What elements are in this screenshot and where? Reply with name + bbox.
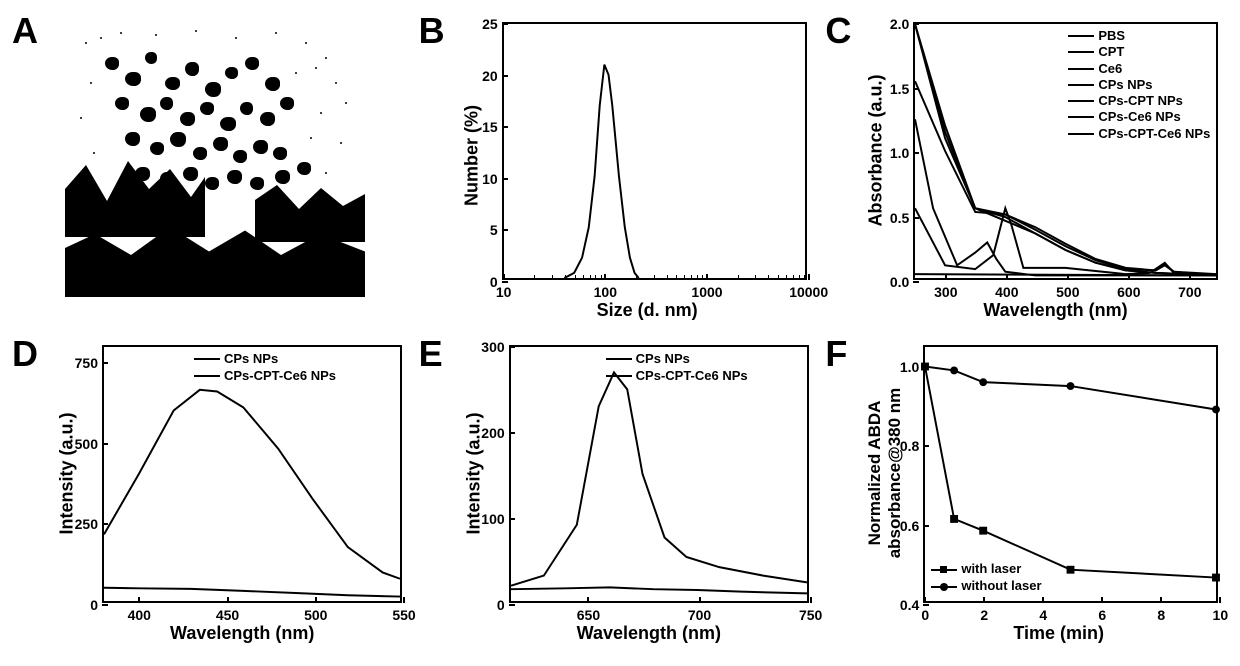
panel-c-ylabel: Absorbance (a.u.) (866, 66, 887, 236)
legend-label: CPs NPs (1098, 77, 1152, 93)
panel-e-curves (511, 347, 807, 601)
panel-d-curves (104, 347, 400, 601)
legend-label: CPs-Ce6 NPs (1098, 109, 1180, 125)
panel-e-legend: CPs NPsCPs-CPT-Ce6 NPs (606, 351, 748, 385)
panel-b: B Number (%) 101001000100000510152025 Si… (417, 10, 824, 333)
panel-b-plot: 101001000100000510152025 (502, 22, 807, 280)
legend-label: with laser (961, 561, 1021, 578)
panel-f-ylabel2: absorbance@380 nm (885, 383, 905, 563)
panel-f-xlabel: Time (min) (1013, 623, 1104, 644)
figure-grid: A (10, 10, 1230, 656)
panel-a-label: A (12, 10, 38, 52)
legend-label: CPs NPs (224, 351, 278, 368)
legend-label: Ce6 (1098, 61, 1122, 77)
legend-label: CPs-CPT-Ce6 NPs (1098, 126, 1210, 142)
panel-d-legend: CPs NPsCPs-CPT-Ce6 NPs (194, 351, 336, 385)
tem-micrograph (65, 22, 365, 297)
legend-label: CPs-CPT-Ce6 NPs (224, 368, 336, 385)
panel-f-label: F (825, 333, 847, 375)
panel-f-legend: with laserwithout laser (931, 561, 1041, 595)
panel-f-plot: with laserwithout laser 02468100.40.60.8… (923, 345, 1218, 603)
panel-b-xlabel: Size (d. nm) (597, 300, 698, 321)
panel-a: A (10, 10, 417, 333)
panel-e-plot: CPs NPsCPs-CPT-Ce6 NPs 65070075001002003… (509, 345, 809, 603)
panel-d: D Intensity (a.u.) CPs NPsCPs-CPT-Ce6 NP… (10, 333, 417, 656)
legend-label: PBS (1098, 28, 1125, 44)
panel-e-label: E (419, 333, 443, 375)
legend-label: CPs NPs (636, 351, 690, 368)
panel-e-xlabel: Wavelength (nm) (577, 623, 721, 644)
legend-label: CPT (1098, 44, 1124, 60)
legend-label: CPs-CPT NPs (1098, 93, 1183, 109)
panel-c: C Absorbance (a.u.) PBSCPTCe6CPs NPsCPs-… (823, 10, 1230, 333)
panel-d-xlabel: Wavelength (nm) (170, 623, 314, 644)
panel-c-plot: PBSCPTCe6CPs NPsCPs-CPT NPsCPs-Ce6 NPsCP… (913, 22, 1218, 280)
panel-d-label: D (12, 333, 38, 375)
panel-c-label: C (825, 10, 851, 52)
legend-label: CPs-CPT-Ce6 NPs (636, 368, 748, 385)
panel-b-curve (504, 24, 805, 278)
legend-label: without laser (961, 578, 1041, 595)
panel-d-plot: CPs NPsCPs-CPT-Ce6 NPs 40045050055002505… (102, 345, 402, 603)
panel-e: E Intensity (a.u.) CPs NPsCPs-CPT-Ce6 NP… (417, 333, 824, 656)
panel-b-label: B (419, 10, 445, 52)
panel-f-ylabel1: Normalized ABDA (865, 383, 885, 563)
panel-b-ylabel: Number (%) (461, 96, 482, 216)
panel-c-legend: PBSCPTCe6CPs NPsCPs-CPT NPsCPs-Ce6 NPsCP… (1068, 28, 1210, 142)
panel-c-xlabel: Wavelength (nm) (983, 300, 1127, 321)
panel-f: F Normalized ABDA absorbance@380 nm with… (823, 333, 1230, 656)
